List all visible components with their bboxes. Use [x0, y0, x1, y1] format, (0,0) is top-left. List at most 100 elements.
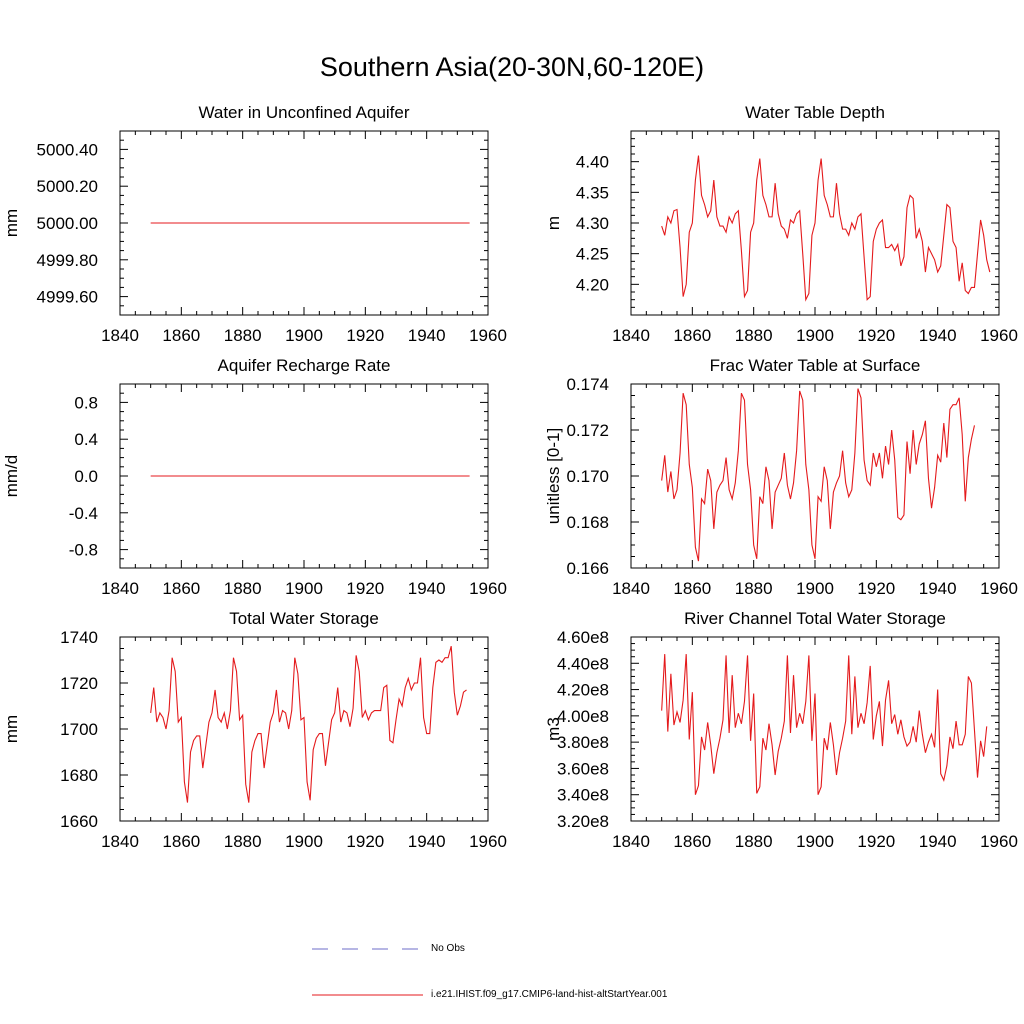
x-tick-label: 1840	[101, 579, 139, 598]
y-tick-label: 1720	[60, 674, 98, 693]
legend-label-no-obs: No Obs	[431, 943, 465, 954]
x-tick-label: 1960	[980, 832, 1018, 851]
y-tick-label: 4.25	[576, 245, 609, 264]
y-tick-label: 5000.00	[37, 214, 98, 233]
x-tick-label: 1900	[796, 326, 834, 345]
y-axis-label: mm/d	[2, 455, 21, 498]
y-tick-label: 5000.20	[37, 177, 98, 196]
series-line	[661, 155, 991, 302]
x-tick-label: 1880	[224, 326, 262, 345]
chart-panel-3: 1840 1860 1880 1900 1920 1940 1960 -0.8 -0.4 0.0 0…	[2, 356, 507, 598]
y-tick-label: 0.170	[566, 467, 609, 486]
chart-panel-2: 1840 1860 1880 1900 1920 1940 1960 4.20 4.25 4.30…	[544, 103, 1018, 345]
y-tick-label: 1660	[60, 812, 98, 831]
x-tick-label: 1920	[857, 832, 895, 851]
x-tick-label: 1900	[796, 579, 834, 598]
y-tick-label: 1680	[60, 766, 98, 785]
panel-title: Water Table Depth	[745, 103, 885, 122]
x-tick-label: 1880	[224, 832, 262, 851]
x-tick-label: 1860	[673, 579, 711, 598]
series-line	[661, 388, 976, 562]
x-tick-label: 1940	[919, 832, 957, 851]
x-tick-label: 1900	[285, 832, 323, 851]
x-tick-label: 1940	[408, 579, 446, 598]
chart-panel-5: 1840 1860 1880 1900 1920 1940 1960 1660 1680 1700…	[2, 609, 507, 851]
y-tick-label: 3.60e8	[557, 759, 609, 778]
y-tick-label: 1700	[60, 720, 98, 739]
x-tick-label: 1860	[162, 326, 200, 345]
y-tick-label: 4999.60	[37, 288, 98, 307]
x-tick-label: 1860	[673, 326, 711, 345]
x-tick-label: 1900	[285, 326, 323, 345]
x-tick-label: 1960	[980, 579, 1018, 598]
x-tick-label: 1940	[408, 832, 446, 851]
series-line	[150, 646, 467, 803]
y-tick-label: 4.35	[576, 183, 609, 202]
x-tick-label: 1880	[735, 326, 773, 345]
chart-panel-1: 1840 1860 1880 1900 1920 1940 1960 4999.60 4999.…	[2, 103, 507, 345]
panel-title: Frac Water Table at Surface	[710, 356, 921, 375]
x-tick-label: 1940	[919, 326, 957, 345]
y-tick-label: 0.166	[566, 559, 609, 578]
y-tick-label: 1740	[60, 628, 98, 647]
y-axis-label: m	[544, 216, 563, 230]
series-line	[661, 654, 988, 795]
y-tick-label: 0.8	[74, 393, 98, 412]
y-axis-label: mm	[2, 715, 21, 743]
y-tick-label: -0.8	[69, 541, 98, 560]
y-tick-label: 0.4	[74, 430, 98, 449]
x-tick-label: 1840	[612, 326, 650, 345]
x-tick-label: 1860	[673, 832, 711, 851]
x-tick-label: 1880	[735, 579, 773, 598]
panel-title: Total Water Storage	[229, 609, 379, 628]
x-tick-label: 1960	[469, 326, 507, 345]
x-tick-label: 1840	[101, 832, 139, 851]
legend-label-model: i.e21.IHIST.f09_g17.CMIP6-land-hist-altS…	[431, 989, 668, 1000]
y-axis-label: m3	[544, 717, 563, 741]
y-tick-label: 4.40e8	[557, 654, 609, 673]
x-tick-label: 1920	[857, 326, 895, 345]
y-tick-label: 4.20	[576, 275, 609, 294]
x-tick-label: 1880	[224, 579, 262, 598]
x-tick-label: 1920	[346, 326, 384, 345]
x-tick-label: 1960	[469, 832, 507, 851]
y-tick-label: 4.40	[576, 153, 609, 172]
x-tick-label: 1840	[612, 832, 650, 851]
x-tick-label: 1840	[612, 579, 650, 598]
y-axis-label: unitless [0-1]	[544, 428, 563, 524]
x-tick-label: 1860	[162, 832, 200, 851]
y-tick-label: 3.40e8	[557, 786, 609, 805]
x-tick-label: 1900	[796, 832, 834, 851]
y-tick-label: 3.20e8	[557, 812, 609, 831]
panel-title: Aquifer Recharge Rate	[218, 356, 391, 375]
x-tick-label: 1860	[162, 579, 200, 598]
y-tick-label: 4999.80	[37, 251, 98, 270]
chart-panel-6: 1840 1860 1880 1900 1920 1940 1960 3.20e8 3.40e8…	[544, 609, 1018, 851]
y-tick-label: 4.30	[576, 214, 609, 233]
y-axis-label: mm	[2, 209, 21, 237]
x-tick-label: 1960	[469, 579, 507, 598]
x-tick-label: 1920	[346, 579, 384, 598]
y-tick-label: 4.20e8	[557, 681, 609, 700]
y-tick-label: 4.00e8	[557, 707, 609, 726]
y-tick-label: 0.0	[74, 467, 98, 486]
x-tick-label: 1940	[919, 579, 957, 598]
y-tick-label: 3.80e8	[557, 733, 609, 752]
chart-panel-4: 1840 1860 1880 1900 1920 1940 1960 0.166 0.168 0.…	[544, 356, 1018, 598]
y-tick-label: 0.172	[566, 421, 609, 440]
panel-title: River Channel Total Water Storage	[684, 609, 946, 628]
y-tick-label: 4.60e8	[557, 628, 609, 647]
panel-title: Water in Unconfined Aquifer	[198, 103, 409, 122]
y-tick-label: -0.4	[69, 504, 98, 523]
x-tick-label: 1840	[101, 326, 139, 345]
y-tick-label: 0.174	[566, 375, 609, 394]
x-tick-label: 1920	[346, 832, 384, 851]
x-tick-label: 1900	[285, 579, 323, 598]
y-tick-label: 0.168	[566, 513, 609, 532]
x-tick-label: 1920	[857, 579, 895, 598]
y-tick-label: 5000.40	[37, 140, 98, 159]
x-tick-label: 1880	[735, 832, 773, 851]
x-tick-label: 1940	[408, 326, 446, 345]
x-tick-label: 1960	[980, 326, 1018, 345]
